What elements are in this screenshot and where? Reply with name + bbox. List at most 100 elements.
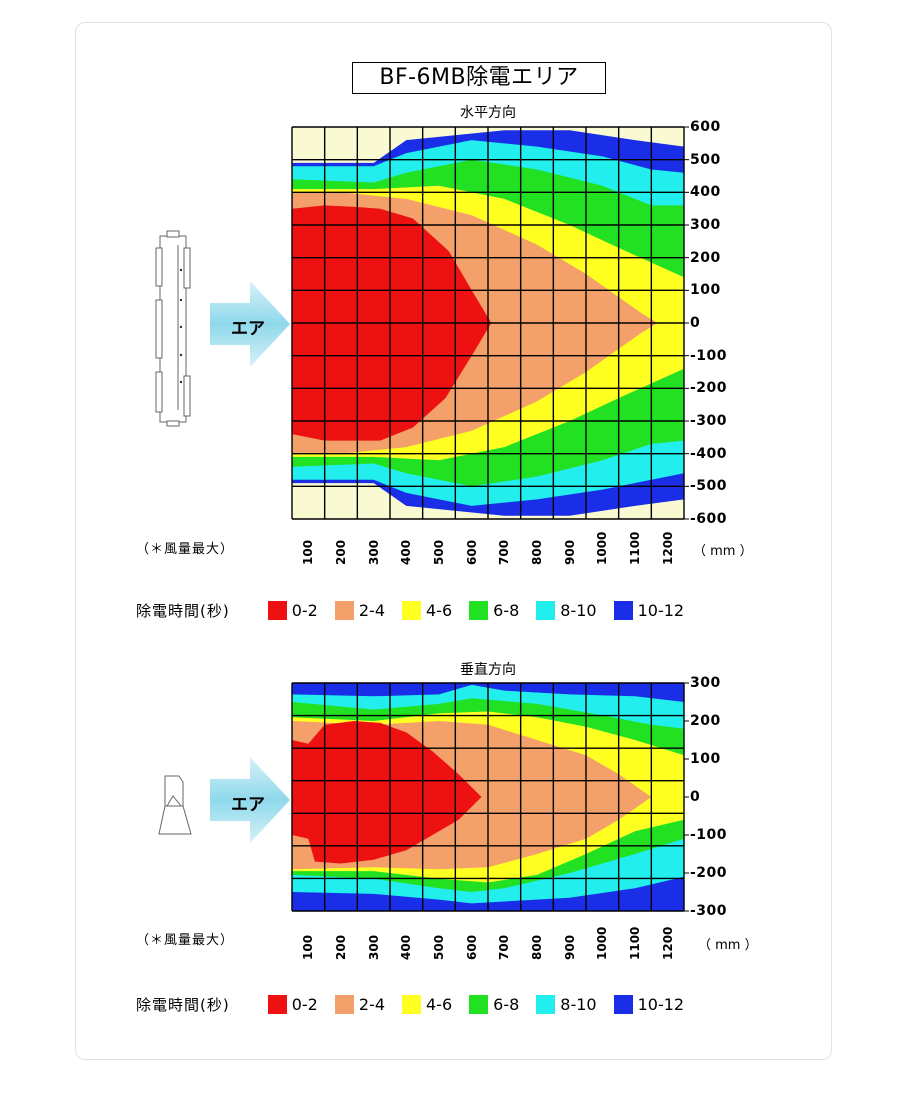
x-tick-label: 800 <box>530 934 544 960</box>
legend-label: 8-10 <box>560 994 597 1014</box>
y-tick-label: 300 <box>690 675 721 691</box>
page-title: BF-6MB除電エリア <box>352 62 606 94</box>
legend-swatch <box>536 600 556 620</box>
legend-swatch <box>267 994 287 1014</box>
air-flow-arrow-icon-2 <box>210 757 290 843</box>
y-tick-label: 200 <box>690 249 721 266</box>
y-tick-label: -200 <box>690 865 728 881</box>
x-tick-label: 500 <box>432 539 446 565</box>
y-tick-label: 500 <box>690 151 721 168</box>
legend-item: 4-6 <box>402 994 453 1014</box>
legend-swatch <box>469 994 489 1014</box>
x-tick-label: 400 <box>399 934 414 960</box>
legend-label: 10-12 <box>637 994 685 1014</box>
ionizer-side-icon <box>158 775 192 835</box>
legend-label: 6-8 <box>493 994 520 1014</box>
ionizer-front-icon <box>155 230 191 427</box>
y-tick-label: 400 <box>690 184 721 201</box>
x-tick-label: 700 <box>497 934 512 960</box>
legend-label: 2-4 <box>358 600 385 620</box>
legend-label: 2-4 <box>358 994 385 1014</box>
y-tick-label: -100 <box>690 347 728 364</box>
legend-item: 0-2 <box>267 994 318 1014</box>
legend-label: 0-2 <box>291 600 318 620</box>
legend-swatch <box>402 600 421 620</box>
legend-title: 除電時間(秒) <box>136 601 230 620</box>
x-tick-label: 700 <box>497 539 512 565</box>
x-tick-label: 600 <box>464 539 479 565</box>
x-tick-label: 800 <box>530 539 544 565</box>
air-label-2: エア <box>231 795 265 815</box>
legend-swatch <box>402 994 421 1014</box>
x-tick-label: 500 <box>432 934 446 960</box>
x-tick-label: 100 <box>301 539 316 565</box>
legend-swatch <box>334 600 354 620</box>
air-label: エア <box>231 319 265 339</box>
unit-label: （ mm ） <box>693 544 753 559</box>
airflow-note: （＊風量最大） <box>136 542 235 557</box>
x-tick-label: 1200 <box>660 926 675 960</box>
x-tick-label: 1000 <box>595 926 610 960</box>
y-tick-label: 100 <box>690 751 721 767</box>
legend-swatch <box>613 600 633 620</box>
x-tick-label: 300 <box>366 539 381 565</box>
chart-title-vertical: 垂直方向 <box>460 662 516 678</box>
legend-label: 10-12 <box>637 600 685 620</box>
legend-vertical: 除電時間(秒) 0-2 2-4 4-6 6-8 8-10 10-12 <box>136 994 701 1014</box>
x-tick-label: 600 <box>464 934 479 960</box>
legend-item: 10-12 <box>613 994 685 1014</box>
legend-item: 4-6 <box>402 600 453 620</box>
x-tick-label: 100 <box>301 934 316 960</box>
legend-label: 6-8 <box>493 600 520 620</box>
legend-item: 10-12 <box>613 600 685 620</box>
x-tick-label: 1000 <box>595 531 610 565</box>
legend-swatch <box>267 600 287 620</box>
airflow-note-2: （＊風量最大） <box>136 933 235 948</box>
legend-item: 6-8 <box>469 994 520 1014</box>
y-tick-label: -200 <box>690 380 728 397</box>
legend-horizontal: 除電時間(秒) 0-2 2-4 4-6 6-8 8-10 10-12 <box>136 600 701 620</box>
legend-label: 8-10 <box>560 600 597 620</box>
legend-item: 0-2 <box>267 600 318 620</box>
y-tick-label: -300 <box>690 903 728 919</box>
heatmap-0 <box>291 126 689 520</box>
y-tick-label: -400 <box>690 445 728 462</box>
x-tick-label: 900 <box>562 539 577 565</box>
legend-label: 4-6 <box>426 994 453 1014</box>
x-tick-label: 1200 <box>660 531 675 565</box>
y-tick-label: 200 <box>690 713 721 729</box>
y-tick-label: 0 <box>690 789 701 805</box>
legend-title-2: 除電時間(秒) <box>136 995 230 1014</box>
x-tick-label: 200 <box>334 934 348 960</box>
x-tick-label: 200 <box>334 539 348 565</box>
x-tick-label: 900 <box>562 934 577 960</box>
legend-item: 8-10 <box>536 994 597 1014</box>
x-tick-label: 400 <box>399 539 414 565</box>
y-tick-label: -500 <box>690 478 728 495</box>
region-0-2 <box>292 721 482 864</box>
air-flow-arrow-icon <box>210 281 290 367</box>
legend-item: 2-4 <box>334 600 385 620</box>
x-tick-label: 1100 <box>628 926 642 960</box>
y-tick-label: -600 <box>690 511 728 527</box>
chart-title-horizontal: 水平方向 <box>460 105 516 121</box>
legend-swatch <box>536 994 556 1014</box>
unit-label-2: （ mm ） <box>698 938 758 953</box>
y-tick-label: -100 <box>690 827 728 843</box>
legend-swatch <box>334 994 354 1014</box>
heatmap-1 <box>291 682 689 912</box>
x-tick-label: 300 <box>366 934 381 960</box>
legend-item: 6-8 <box>469 600 520 620</box>
legend-swatch <box>613 994 633 1014</box>
y-tick-label: 0 <box>690 315 701 331</box>
legend-swatch <box>469 600 489 620</box>
legend-item: 8-10 <box>536 600 597 620</box>
y-tick-label: 100 <box>690 282 721 299</box>
legend-label: 4-6 <box>426 600 453 620</box>
y-tick-label: 300 <box>690 217 721 233</box>
x-tick-label: 1100 <box>628 531 642 565</box>
legend-item: 2-4 <box>334 994 385 1014</box>
y-tick-label: 600 <box>690 119 721 135</box>
legend-label: 0-2 <box>291 994 318 1014</box>
